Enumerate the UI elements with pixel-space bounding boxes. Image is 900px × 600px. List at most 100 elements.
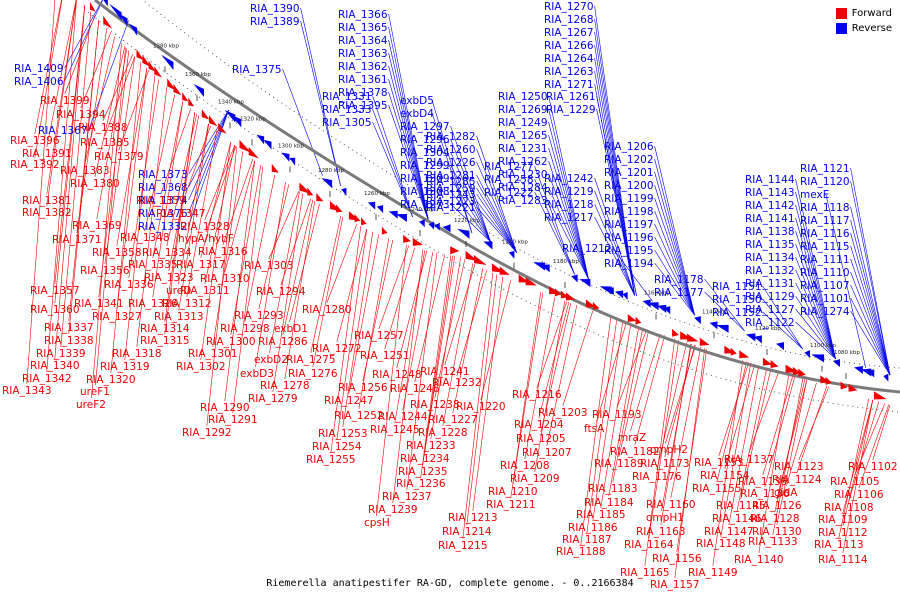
forward-gene-connector <box>596 322 627 423</box>
forward-gene-connector <box>95 47 126 386</box>
scale-tick-label: 1080 kbp <box>834 350 860 356</box>
reverse-gene-label: RIA_1122 <box>745 317 795 329</box>
forward-gene-connector <box>178 123 209 285</box>
reverse-gene-label: RIA_1260 <box>426 144 476 156</box>
forward-gene-label: RIA_1165 <box>620 567 670 579</box>
reverse-gene-label: RIA_1230 <box>498 169 548 181</box>
reverse-gene-connector <box>188 110 229 188</box>
reverse-gene-connector <box>704 291 745 332</box>
reverse-gene-connector <box>850 167 891 376</box>
reverse-gene-connector <box>654 197 695 316</box>
reverse-gene-label: RIA_1141 <box>745 213 795 225</box>
reverse-gene-label: RIA_1378 <box>338 87 388 99</box>
forward-gene-label: RIA_1154 <box>700 470 750 482</box>
reverse-gene-label: RIA_1221 <box>426 202 476 214</box>
forward-gene-label: RIA_1227 <box>428 414 478 426</box>
forward-gene-label: RIA_1303 <box>244 260 294 272</box>
forward-gene-label: RIA_1337 <box>44 322 94 334</box>
reverse-gene-arrow <box>428 221 435 230</box>
forward-gene-connector <box>674 348 706 579</box>
legend: Forward Reverse <box>835 6 892 36</box>
forward-gene-connector <box>524 297 556 460</box>
forward-gene-label: RIA_1147 <box>704 526 754 538</box>
reverse-gene-label: RIA_1219 <box>544 186 594 198</box>
backbone-arc <box>94 0 900 394</box>
forward-gene-arrow <box>798 368 807 377</box>
forward-gene-label: RIA_1327 <box>92 311 142 323</box>
reverse-gene-arrow <box>230 114 242 128</box>
reverse-gene-connector <box>795 308 836 360</box>
reverse-gene-connector <box>795 204 836 359</box>
reverse-gene-connector <box>594 5 635 296</box>
forward-gene-arrow <box>188 97 195 107</box>
reverse-gene-connector <box>188 110 229 201</box>
forward-gene-arrow <box>627 313 637 322</box>
reverse-gene-label: RIA_1268 <box>544 14 594 26</box>
forward-gene-label: RIA_1214 <box>442 526 492 538</box>
reverse-gene-arrow <box>607 287 614 296</box>
reverse-gene-label: RIA_1262 <box>498 156 548 168</box>
forward-gene-arrow <box>208 115 218 127</box>
forward-gene-label: RIA_1133 <box>748 536 798 548</box>
reverse-gene-arrow <box>854 366 863 375</box>
forward-gene-connector <box>104 56 136 265</box>
reverse-gene-label: RIA_1395 <box>338 100 388 112</box>
forward-gene-connector <box>848 401 880 502</box>
reverse-gene-label: RIA_1281 <box>426 170 476 182</box>
reverse-gene-connector <box>450 125 491 242</box>
reverse-gene-arrow <box>571 274 578 283</box>
forward-gene-connector <box>748 371 780 454</box>
forward-gene-connector <box>472 276 504 512</box>
reverse-gene-label: RIA_1142 <box>745 200 795 212</box>
forward-gene-label: RIA_1256 <box>338 382 388 394</box>
reverse-gene-connector <box>534 178 575 275</box>
reverse-gene-label: RIA_1111 <box>800 254 850 266</box>
reverse-gene-label: RIA_1222 <box>484 187 534 199</box>
reverse-gene-connector <box>654 223 695 316</box>
forward-gene-connector <box>144 94 176 232</box>
forward-gene-label: RIA_1213 <box>448 512 498 524</box>
forward-gene-connector <box>842 399 874 527</box>
forward-gene-arrow <box>381 226 388 235</box>
forward-gene-arrow <box>762 357 773 366</box>
forward-gene-connector <box>872 404 891 461</box>
forward-gene-connector <box>342 231 374 428</box>
reverse-gene-connector <box>654 262 695 316</box>
reverse-gene-connector <box>850 245 891 376</box>
forward-gene-arrow <box>403 234 411 243</box>
forward-gene-arrow <box>873 391 887 400</box>
forward-gene-connector <box>116 68 148 311</box>
reverse-gene-arrow <box>694 316 701 325</box>
reverse-gene-arrow <box>256 134 265 145</box>
forward-gene-label: RIA_1153 <box>694 457 744 469</box>
forward-gene-arrow <box>730 347 737 356</box>
reverse-gene-connector <box>850 284 891 376</box>
forward-gene-arrow <box>336 204 343 213</box>
forward-gene-label: RIA_1257 <box>354 330 404 342</box>
reverse-gene-label: RIA_1362 <box>338 61 388 73</box>
reverse-gene-connector <box>594 203 635 296</box>
reverse-gene-arrow <box>656 304 667 313</box>
forward-gene-label: RIA_1278 <box>260 380 310 392</box>
forward-gene-connector <box>258 184 290 310</box>
forward-gene-label: RIA_1146 <box>712 513 762 525</box>
forward-gene-label: RIA_1128 <box>750 513 800 525</box>
forward-gene-label: RIA_1315 <box>140 335 190 347</box>
forward-gene-connector <box>110 62 142 374</box>
reverse-gene-label: RIA_1267 <box>544 27 594 39</box>
forward-gene-connector <box>546 305 578 447</box>
reverse-gene-label: RIA_1201 <box>604 167 654 179</box>
forward-gene-label: exbD3 <box>240 368 274 380</box>
forward-gene-label: RIA_1173 <box>640 458 690 470</box>
forward-gene-label: RIA_1311 <box>180 285 230 297</box>
reverse-gene-arrow <box>434 222 440 231</box>
reverse-gene-label: RIA_1361 <box>338 74 388 86</box>
forward-gene-connector <box>420 255 452 478</box>
reverse-gene-arrow <box>419 219 425 228</box>
forward-gene-connector <box>284 201 316 380</box>
forward-gene-label: RIA_1247 <box>324 395 374 407</box>
reverse-gene-connector <box>388 52 429 222</box>
reverse-gene-arrow <box>811 354 825 363</box>
scale-tick-label: 1240 kbp <box>408 207 434 213</box>
